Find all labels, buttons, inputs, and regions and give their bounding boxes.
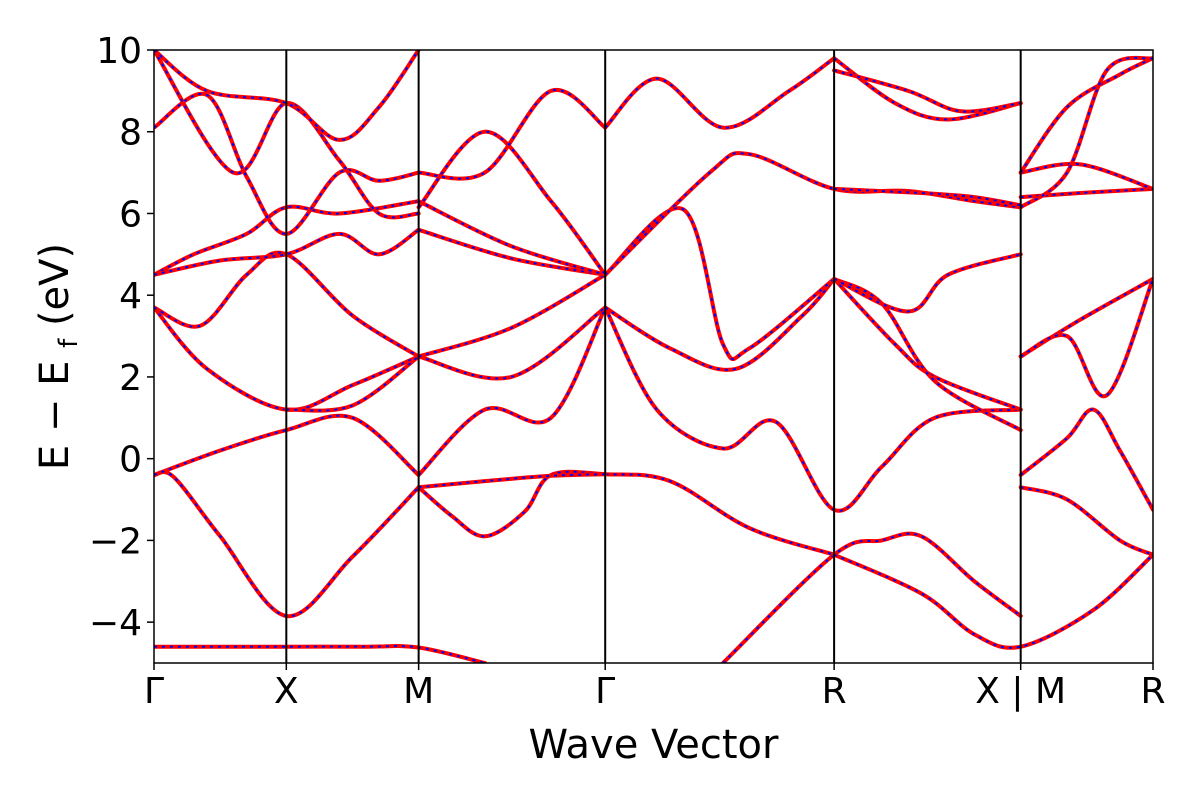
band-line-overlay-6 [154, 414, 420, 476]
band-line-3 [416, 472, 608, 490]
band-line-overlay-39 [1019, 57, 1153, 174]
band-line-40 [1018, 55, 1153, 210]
band-line-overlay-13 [286, 355, 420, 412]
y-tick-label-4: 4 [119, 276, 142, 317]
band-line-overlay-18 [833, 278, 1022, 411]
band-line-overlay-15 [418, 273, 606, 358]
y-tick-label-2: 0 [119, 440, 142, 481]
y-tick-label-5: 6 [119, 194, 142, 235]
band-line-38 [832, 68, 1023, 114]
band-line-2 [416, 469, 837, 557]
x-tick-label-1: X [274, 671, 299, 712]
band-line-5 [832, 552, 1153, 650]
x-tick-label-6: R [1140, 671, 1165, 712]
band-line-20 [832, 252, 1023, 314]
band-line-overlay-40 [1020, 56, 1153, 209]
band-line-overlay-35 [418, 88, 606, 180]
y-axis-title: E − E f (eV) [32, 243, 87, 470]
band-line-overlay-14 [418, 306, 606, 380]
band-line-overlay-2 [417, 470, 835, 556]
band-line-30 [1018, 186, 1153, 200]
band-line-overlay-26 [418, 200, 606, 276]
band-line-overlay-20 [833, 253, 1021, 313]
band-line-10 [1018, 485, 1153, 557]
band-line-overlay-22 [1020, 278, 1153, 398]
band-line-0 [154, 644, 487, 663]
band-line-overlay-27 [417, 130, 607, 276]
x-tick-label-4: R [822, 671, 847, 712]
band-line-22 [1018, 276, 1153, 399]
y-axis-title-subscript: f [54, 338, 84, 348]
band-line-overlay-8 [604, 307, 1021, 512]
x-tick-label-2: M [403, 671, 434, 712]
band-line-overlay-29 [834, 187, 1021, 207]
band-line-overlay-19 [833, 277, 1022, 431]
y-tick-label-7: 10 [96, 31, 142, 72]
band-line-27 [416, 129, 608, 277]
band-line-28 [603, 151, 1023, 277]
y-axis-ticks: −4 −2 0 2 4 6 8 10 [89, 31, 154, 644]
y-axis-title-unit: (eV) [32, 243, 78, 326]
band-line-4 [721, 531, 1023, 663]
band-line-overlay-0 [154, 645, 486, 663]
band-line-overlay-31 [1020, 162, 1153, 190]
band-line-36 [603, 56, 837, 130]
band-line-overlay-34 [154, 50, 420, 141]
band-line-19 [832, 276, 1023, 433]
x-tick-label-5: X | M [975, 671, 1066, 712]
x-tick-label-3: Γ [595, 671, 615, 712]
x-tick-label-0: Γ [144, 671, 164, 712]
band-line-overlay-11 [154, 306, 419, 411]
band-line-overlay-5 [833, 553, 1153, 649]
band-line-12 [154, 250, 421, 359]
band-line-15 [416, 272, 608, 359]
band-line-overlay-1 [154, 471, 420, 618]
y-tick-label-3: 2 [119, 358, 142, 399]
x-axis-ticks: Γ X M Γ R X | M R [144, 663, 1166, 712]
band-line-overlay-16 [604, 278, 835, 371]
band-line-overlay-9 [1020, 408, 1153, 511]
band-line-overlay-24 [154, 228, 420, 276]
y-tick-label-6: 8 [119, 113, 142, 154]
band-line-overlay-28 [604, 152, 1021, 276]
band-lines [154, 50, 1153, 663]
band-line-14 [416, 305, 608, 381]
y-axis-title-main: E − E [32, 361, 78, 471]
band-line-17 [603, 206, 837, 362]
band-line-31 [1018, 161, 1153, 191]
band-line-overlay-7 [417, 307, 607, 476]
band-line-overlay-4 [722, 532, 1022, 663]
y-tick-label-1: −2 [89, 521, 142, 562]
band-line-overlay-25 [418, 228, 606, 276]
y-tick-label-0: −4 [89, 603, 142, 644]
band-line-16 [603, 276, 837, 372]
plot-frame [153, 49, 1154, 664]
band-line-overlay-10 [1020, 486, 1153, 556]
high-symmetry-lines [285, 50, 1022, 663]
band-line-overlay-36 [604, 57, 835, 129]
x-axis-title: Wave Vector [529, 722, 780, 768]
band-line-overlay-32 [154, 92, 419, 235]
band-line-overlay-3 [418, 473, 606, 489]
